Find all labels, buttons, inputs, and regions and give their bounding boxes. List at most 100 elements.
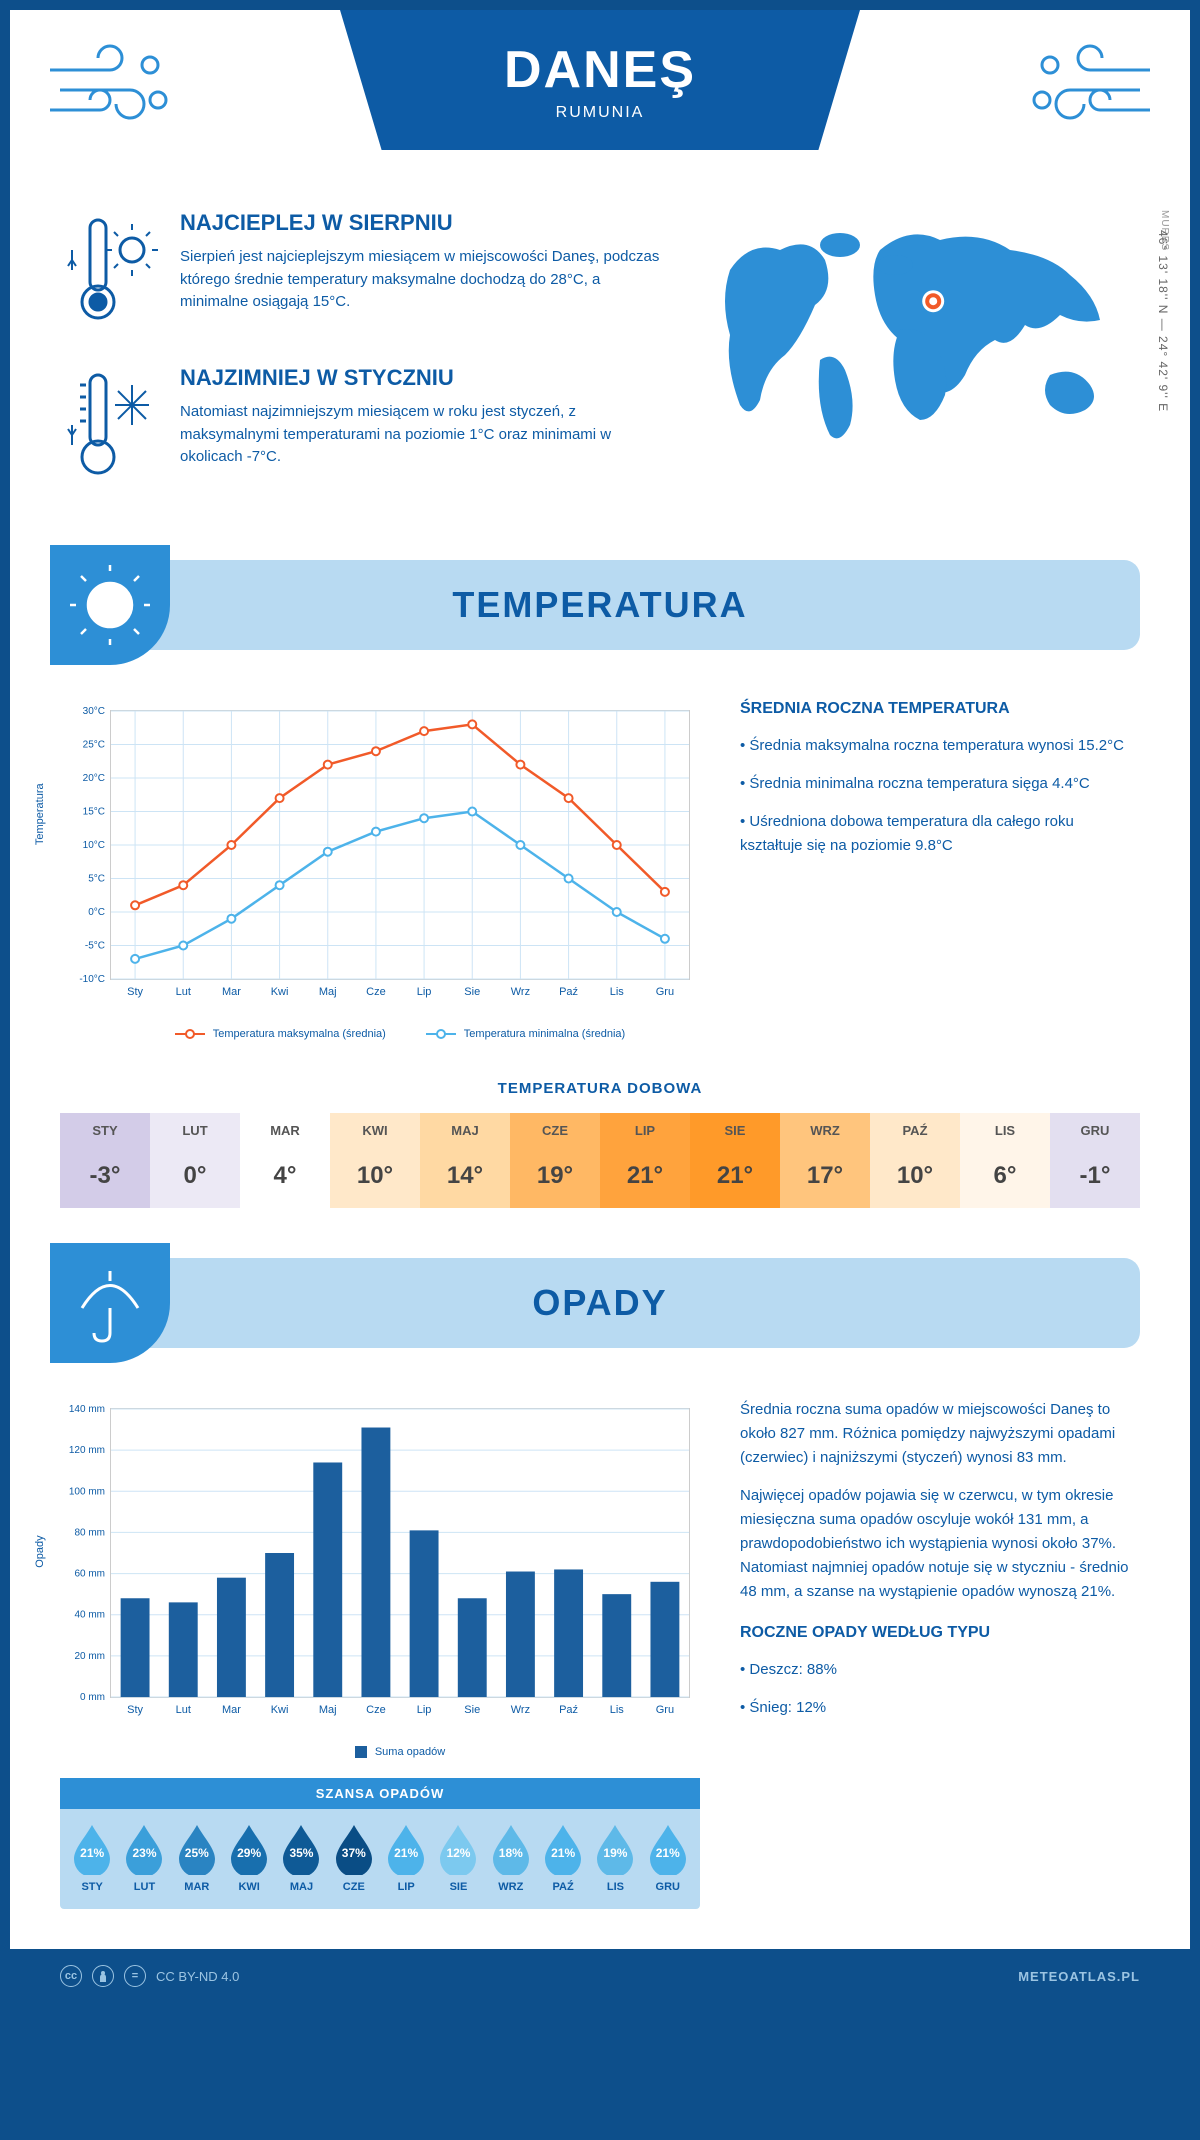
rain-paragraph: Średnia roczna suma opadów w miejscowośc…: [740, 1398, 1140, 1470]
footer: cc = CC BY-ND 4.0 METEOATLAS.PL: [10, 1949, 1190, 2003]
svg-text:Sty: Sty: [127, 1704, 143, 1716]
world-map: [700, 210, 1140, 450]
coordinates: 46° 13' 18'' N — 24° 42' 9'' E: [1156, 230, 1170, 412]
svg-text:Lis: Lis: [610, 1704, 625, 1716]
chance-percent: 37%: [342, 1846, 366, 1860]
chance-percent: 12%: [446, 1846, 470, 1860]
temp-value: 21°: [600, 1148, 690, 1208]
legend-item: .legend-swatch[style*='#4db3ea']::after{…: [426, 1028, 625, 1040]
svg-text:Lut: Lut: [176, 986, 191, 998]
precipitation-row: Opady 0 mm20 mm40 mm60 mm80 mm100 mm120 …: [10, 1378, 1190, 1949]
svg-text:10°C: 10°C: [83, 840, 105, 851]
section-title: OPADY: [532, 1282, 667, 1324]
svg-text:80 mm: 80 mm: [74, 1527, 105, 1538]
temp-value: 10°: [870, 1148, 960, 1208]
temp-value: -3°: [60, 1148, 150, 1208]
sun-icon: [50, 545, 170, 665]
legend-label: Temperatura minimalna (średnia): [464, 1028, 625, 1040]
svg-text:30°C: 30°C: [83, 706, 105, 717]
chance-percent: 18%: [499, 1846, 523, 1860]
rain-type-item: • Deszcz: 88%: [740, 1658, 1140, 1682]
month-label: KWI: [223, 1881, 275, 1893]
temp-value: 0°: [150, 1148, 240, 1208]
temperature-summary: ŚREDNIA ROCZNA TEMPERATURA • Średnia mak…: [740, 700, 1140, 1040]
temp-bullet: • Średnia maksymalna roczna temperatura …: [740, 734, 1140, 758]
rain-chance-item: 12% SIE: [432, 1823, 484, 1893]
month-label: PAŹ: [537, 1881, 589, 1893]
daily-temp-cell: CZE 19°: [510, 1113, 600, 1208]
daily-temp-cell: GRU -1°: [1050, 1113, 1140, 1208]
rain-chance-item: 37% CZE: [328, 1823, 380, 1893]
svg-text:Cze: Cze: [366, 986, 386, 998]
rain-chance-item: 18% WRZ: [485, 1823, 537, 1893]
svg-text:20°C: 20°C: [83, 773, 105, 784]
temp-value: 6°: [960, 1148, 1050, 1208]
legend-item: .legend-swatch[style*='#f15a29']::after{…: [175, 1028, 386, 1040]
rain-paragraph: Najwięcej opadów pojawia się w czerwcu, …: [740, 1484, 1140, 1604]
month-label: LIS: [589, 1881, 641, 1893]
coldest-text: Natomiast najzimniejszym miesiącem w rok…: [180, 401, 660, 469]
svg-text:Mar: Mar: [222, 986, 241, 998]
svg-text:40 mm: 40 mm: [74, 1610, 105, 1621]
annual-temp-title: ŚREDNIA ROCZNA TEMPERATURA: [740, 700, 1140, 718]
rain-chance-item: 23% LUT: [118, 1823, 170, 1893]
hottest-text: Sierpień jest najcieplejszym miesiącem w…: [180, 246, 660, 314]
daily-temp-cell: STY -3°: [60, 1113, 150, 1208]
chance-percent: 21%: [80, 1846, 104, 1860]
daily-temp-cell: LIS 6°: [960, 1113, 1050, 1208]
thermometer-hot-icon: [60, 210, 160, 335]
month-label: MAJ: [275, 1881, 327, 1893]
svg-text:Paź: Paź: [559, 1704, 578, 1716]
temperature-chart: Temperatura -10°C-5°C0°C5°C10°C15°C20°C2…: [60, 700, 700, 1040]
hottest-block: NAJCIEPLEJ W SIERPNIU Sierpień jest najc…: [60, 210, 660, 335]
month-label: LUT: [150, 1113, 240, 1148]
legend-label: Suma opadów: [375, 1746, 445, 1758]
month-label: GRU: [642, 1881, 694, 1893]
month-label: MAR: [240, 1113, 330, 1148]
svg-text:Sie: Sie: [464, 1704, 480, 1716]
svg-text:0°C: 0°C: [88, 907, 105, 918]
daily-temp-cell: WRZ 17°: [780, 1113, 870, 1208]
temp-value: 10°: [330, 1148, 420, 1208]
temp-value: 17°: [780, 1148, 870, 1208]
month-label: LIP: [380, 1881, 432, 1893]
svg-text:Sie: Sie: [464, 986, 480, 998]
daily-temp-cell: KWI 10°: [330, 1113, 420, 1208]
svg-text:100 mm: 100 mm: [69, 1486, 105, 1497]
rain-type-title: ROCZNE OPADY WEDŁUG TYPU: [740, 1624, 1140, 1642]
temp-bullet: • Średnia minimalna roczna temperatura s…: [740, 772, 1140, 796]
chance-percent: 29%: [237, 1846, 261, 1860]
rain-chance-item: 21% STY: [66, 1823, 118, 1893]
rain-chance-item: 21% PAŹ: [537, 1823, 589, 1893]
svg-text:60 mm: 60 mm: [74, 1569, 105, 1580]
rain-chance-item: 25% MAR: [171, 1823, 223, 1893]
svg-text:Mar: Mar: [222, 1704, 241, 1716]
rain-chance-panel: SZANSA OPADÓW 21% STY 23% L: [60, 1778, 700, 1909]
by-icon: [92, 1965, 114, 1987]
month-label: MAR: [171, 1881, 223, 1893]
month-label: WRZ: [780, 1113, 870, 1148]
month-label: SIE: [432, 1881, 484, 1893]
month-label: LIS: [960, 1113, 1050, 1148]
chart-legend: .legend-swatch[style*='#f15a29']::after{…: [110, 1028, 690, 1040]
chance-percent: 35%: [289, 1846, 313, 1860]
chance-percent: 23%: [132, 1846, 156, 1860]
svg-text:25°C: 25°C: [83, 740, 105, 751]
month-label: MAJ: [420, 1113, 510, 1148]
section-header-precipitation: OPADY: [60, 1258, 1140, 1348]
rain-chance-item: 29% KWI: [223, 1823, 275, 1893]
chart-legend: Suma opadów: [110, 1746, 690, 1758]
month-label: SIE: [690, 1113, 780, 1148]
y-axis-label: Temperatura: [34, 783, 46, 845]
svg-text:Wrz: Wrz: [511, 1704, 530, 1716]
rain-chance-item: 19% LIS: [589, 1823, 641, 1893]
temp-value: 4°: [240, 1148, 330, 1208]
rain-chance-item: 21% GRU: [642, 1823, 694, 1893]
month-label: WRZ: [485, 1881, 537, 1893]
month-label: GRU: [1050, 1113, 1140, 1148]
hottest-title: NAJCIEPLEJ W SIERPNIU: [180, 210, 660, 236]
rain-type-item: • Śnieg: 12%: [740, 1696, 1140, 1720]
rain-chance-item: 35% MAJ: [275, 1823, 327, 1893]
wind-icon: [1020, 40, 1160, 140]
month-label: LIP: [600, 1113, 690, 1148]
